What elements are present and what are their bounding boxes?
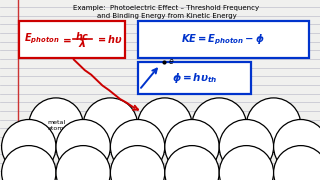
Ellipse shape <box>219 120 274 174</box>
Text: $e$: $e$ <box>168 57 174 66</box>
Text: $\bfit{KE = E_{photon} - \phi}$: $\bfit{KE = E_{photon} - \phi}$ <box>181 31 265 47</box>
Ellipse shape <box>165 120 219 174</box>
FancyBboxPatch shape <box>19 21 125 58</box>
Ellipse shape <box>2 120 56 174</box>
Text: Example:  Photoelectric Effect – Threshold Frequency: Example: Photoelectric Effect – Threshol… <box>73 5 260 11</box>
Text: $\bfit{E}_{photon}$: $\bfit{E}_{photon}$ <box>24 32 60 46</box>
Ellipse shape <box>56 146 110 180</box>
Ellipse shape <box>2 146 56 180</box>
Text: $\bfit{\lambda}$: $\bfit{\lambda}$ <box>78 37 87 49</box>
Ellipse shape <box>110 120 165 174</box>
Text: $\bfit{\phi = h\upsilon_{th}}$: $\bfit{\phi = h\upsilon_{th}}$ <box>172 71 217 85</box>
Ellipse shape <box>165 146 219 180</box>
Text: metal
atom: metal atom <box>47 120 65 130</box>
Ellipse shape <box>138 98 192 152</box>
Text: $\bfit{= h\upsilon}$: $\bfit{= h\upsilon}$ <box>96 33 123 45</box>
Ellipse shape <box>83 98 138 152</box>
Ellipse shape <box>29 98 83 152</box>
Ellipse shape <box>110 146 165 180</box>
Text: $\bfit{=}$: $\bfit{=}$ <box>60 34 71 44</box>
Text: and Binding Energy from Kinetic Energy: and Binding Energy from Kinetic Energy <box>97 13 236 19</box>
FancyBboxPatch shape <box>138 21 309 58</box>
Ellipse shape <box>56 120 110 174</box>
Ellipse shape <box>246 98 301 152</box>
FancyBboxPatch shape <box>138 62 251 94</box>
Ellipse shape <box>219 146 274 180</box>
Text: $\bfit{hc}$: $\bfit{hc}$ <box>75 30 90 42</box>
Ellipse shape <box>274 146 320 180</box>
Ellipse shape <box>192 98 246 152</box>
Ellipse shape <box>274 120 320 174</box>
